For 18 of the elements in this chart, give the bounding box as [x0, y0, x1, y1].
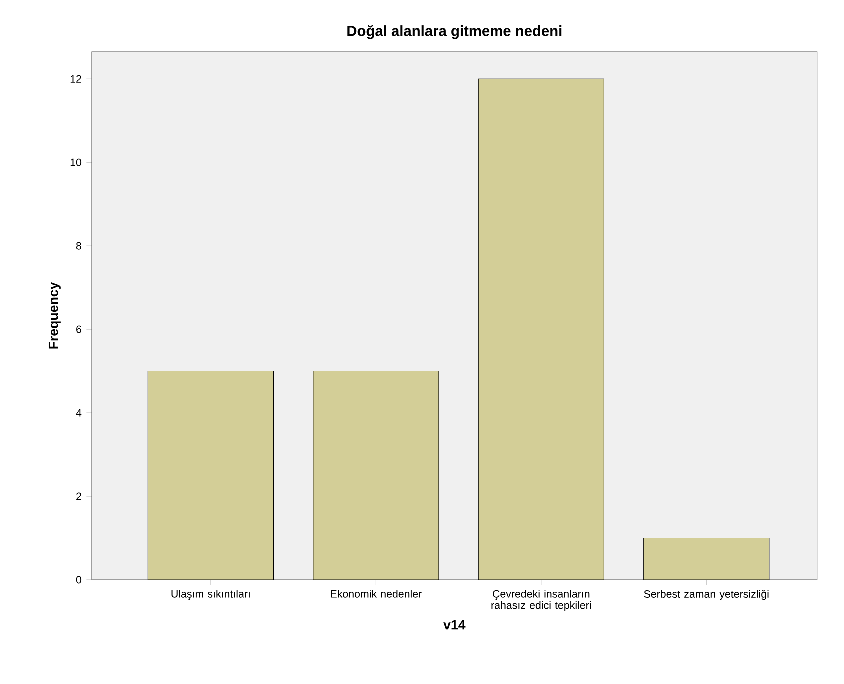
- y-tick-label: 6: [76, 326, 82, 334]
- y-tick-label: 0: [76, 576, 82, 584]
- x-tick-label: Serbest zaman yetersizliği: [644, 590, 769, 600]
- x-tick-label: Ekonomik nedenler: [331, 590, 422, 598]
- x-tick-label: Çevredeki insanların rahasız edici tepkileri: [492, 590, 592, 612]
- y-tick-label: 2: [76, 492, 82, 500]
- y-tick-label: 12: [70, 75, 82, 83]
- y-axis-title: Frequency: [48, 282, 61, 349]
- bar: [478, 78, 604, 580]
- bar: [644, 538, 770, 580]
- x-tick-label: Ulaşım sıkıntıları: [172, 590, 250, 600]
- x-axis-title: v14: [444, 620, 466, 630]
- bar: [313, 371, 439, 580]
- y-tick-label: 4: [76, 409, 82, 417]
- chart-title: Doğal alanlara gitmeme nedeni: [348, 25, 562, 40]
- y-tick-label: 10: [70, 158, 82, 166]
- bar: [148, 371, 274, 580]
- y-tick-label: 8: [76, 242, 82, 250]
